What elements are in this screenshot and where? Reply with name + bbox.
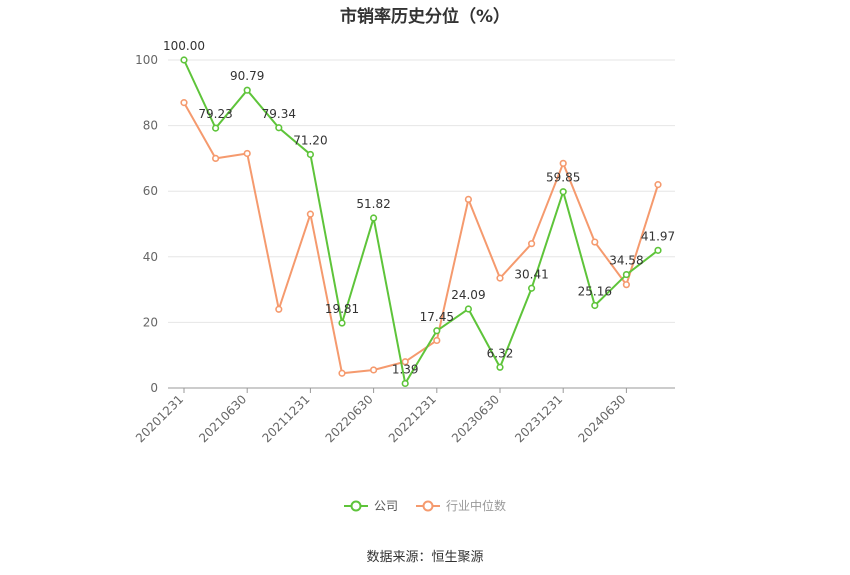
data-label: 19.81	[325, 302, 359, 316]
industry-median-point	[275, 305, 283, 313]
company-point	[306, 150, 315, 159]
company-point	[212, 124, 220, 132]
y-tick-label: 60	[143, 184, 158, 198]
data-label: 6.32	[487, 346, 514, 360]
legend-industry-line-icon	[416, 500, 440, 511]
data-label: 79.23	[198, 107, 232, 121]
data-label: 71.20	[293, 133, 327, 147]
company-point	[496, 363, 504, 371]
company-point	[243, 86, 251, 94]
legend-item-industry-median[interactable]: 行业中位数	[416, 497, 506, 514]
x-tick-label: 20211231	[259, 392, 312, 445]
chart-title: 市销率历史分位（%）	[339, 7, 511, 27]
industry-median-point	[559, 159, 567, 167]
x-tick-label: 20240630	[575, 392, 628, 445]
company-point	[275, 124, 283, 132]
company-point	[338, 319, 346, 327]
x-tick-label: 20220630	[323, 392, 376, 445]
legend-company-label: 公司	[373, 499, 398, 513]
industry-median-point	[464, 195, 473, 203]
data-label: 41.97	[641, 229, 675, 243]
data-label-layer: 100.00 79.23 90.79 79.34 71.20 19.81 51.82 1.39…	[163, 39, 675, 376]
data-label: 59.85	[546, 171, 580, 185]
company-point	[559, 188, 567, 196]
industry-median-point	[306, 210, 315, 218]
y-tick-label: 100	[135, 53, 158, 67]
company-point	[180, 56, 188, 64]
y-tick-label: 0	[150, 381, 158, 395]
industry-median-point	[622, 281, 631, 289]
y-tick-label: 80	[143, 119, 158, 133]
data-source: 数据来源：恒生聚源	[366, 550, 484, 565]
industry-median-point	[180, 99, 188, 107]
industry-median-point	[433, 336, 441, 345]
data-label: 34.58	[609, 254, 643, 268]
series-layer	[180, 56, 662, 388]
data-label: 90.79	[230, 69, 264, 83]
company-point	[433, 327, 441, 335]
data-label: 24.09	[451, 288, 485, 302]
company-point	[622, 270, 631, 279]
data-label: 79.34	[262, 107, 296, 121]
industry-median-point	[401, 358, 409, 366]
x-tick-label: 20230630	[449, 392, 502, 445]
industry-median-point	[338, 369, 346, 377]
industry-median-point	[591, 238, 599, 246]
industry-median-point	[654, 181, 662, 189]
legend-company-line-icon	[343, 500, 368, 511]
data-label: 51.82	[356, 197, 390, 211]
company-point	[527, 284, 536, 292]
series-line-industry-median	[183, 102, 659, 375]
data-label: 25.16	[578, 284, 612, 298]
series-line-company	[183, 59, 659, 387]
industry-median-point	[212, 154, 220, 162]
data-label: 1.39	[392, 362, 419, 376]
x-tick-label: 20201231	[133, 392, 186, 445]
company-point	[654, 246, 662, 254]
company-point	[464, 305, 473, 313]
company-point	[401, 379, 409, 388]
industry-median-point	[243, 149, 251, 158]
legend: 公司 行业中位数	[0, 497, 850, 514]
company-point	[591, 301, 599, 310]
x-tick-label: 20210630	[196, 392, 249, 445]
data-label: 17.45	[420, 310, 454, 324]
legend-industry-label: 行业中位数	[446, 499, 507, 513]
data-label: 30.41	[514, 267, 548, 281]
industry-median-point	[496, 274, 504, 282]
data-label: 100.00	[163, 39, 205, 53]
grid-layer	[168, 59, 675, 323]
legend-item-company[interactable]: 公司	[343, 497, 398, 514]
y-tick-label: 20	[143, 315, 158, 329]
y-tick-label: 40	[143, 250, 158, 264]
x-tick-label: 20221231	[386, 392, 439, 445]
company-point	[370, 214, 378, 222]
industry-median-point	[527, 240, 536, 248]
x-tick-label: 20231231	[512, 392, 565, 445]
industry-median-point	[370, 366, 378, 374]
